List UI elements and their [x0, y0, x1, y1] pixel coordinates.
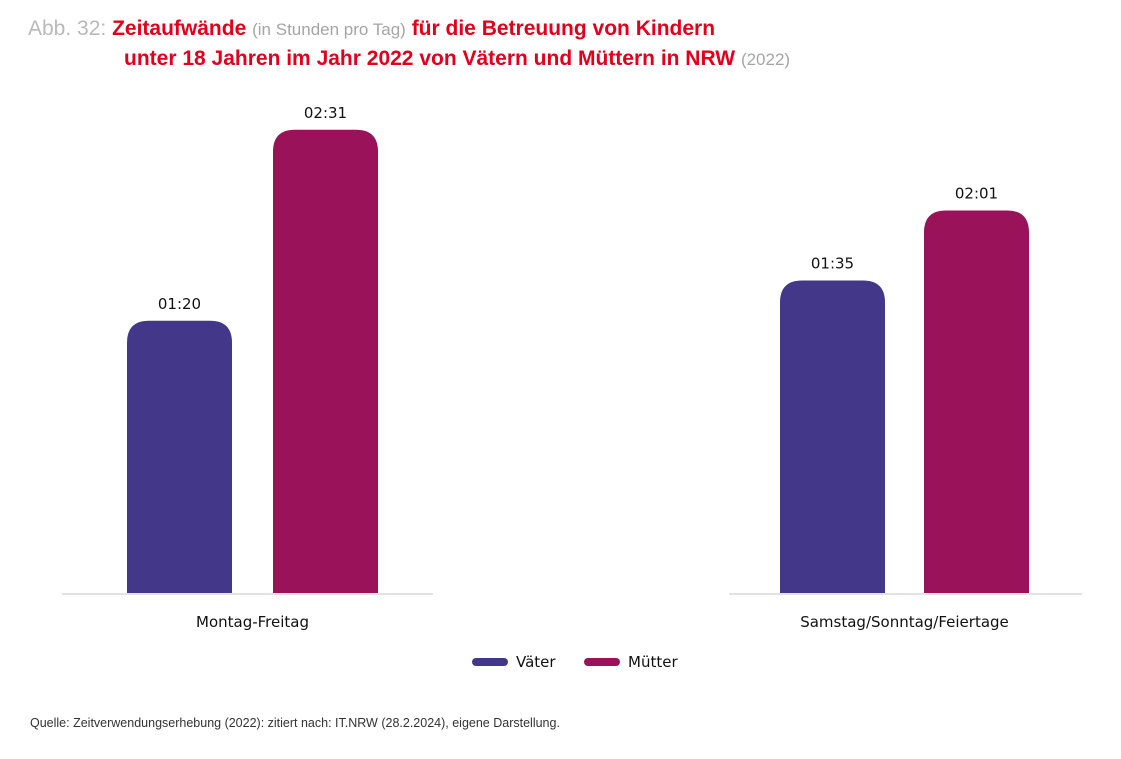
title-bold-2: für die Betreuung von Kindern [411, 17, 716, 40]
bar-muetter-0 [273, 129, 378, 593]
data-label: 01:35 [811, 254, 854, 272]
title-note: (in Stunden pro Tag) [252, 20, 406, 39]
title-bold-1: Zeitaufwände [112, 17, 247, 40]
category-label: Samstag/Sonntag/Feiertage [800, 613, 1009, 631]
title-year: (2022) [740, 50, 791, 69]
bar-chart: 01:20 02:31 Montag-Freitag 01:35 02:01 Samsta… [62, 104, 1082, 671]
data-label: 02:31 [304, 104, 347, 122]
category-label: Montag-Freitag [196, 613, 309, 631]
chart-title: Abb. 32: Zeitaufwände (in Stunden pro Ta… [28, 14, 790, 74]
legend-label: Mütter [628, 653, 678, 671]
legend-swatch-vaeter [472, 658, 508, 666]
figure-number: Abb. 32: [28, 17, 107, 40]
legend-swatch-muetter [584, 658, 620, 666]
title-line-1: Abb. 32: Zeitaufwände (in Stunden pro Ta… [28, 14, 790, 44]
legend-label: Väter [516, 653, 556, 671]
data-label: 02:01 [955, 185, 998, 203]
source-note: Quelle: Zeitverwendungserhebung (2022): … [30, 716, 560, 730]
bar-vaeter-1 [780, 280, 885, 593]
bar-vaeter-0 [127, 320, 232, 593]
title-line-2: unter 18 Jahren im Jahr 2022 von Vätern … [28, 44, 790, 74]
bar-muetter-1 [924, 210, 1029, 593]
data-label: 01:20 [158, 295, 201, 313]
title-line2-text: unter 18 Jahren im Jahr 2022 von Vätern … [124, 47, 736, 70]
